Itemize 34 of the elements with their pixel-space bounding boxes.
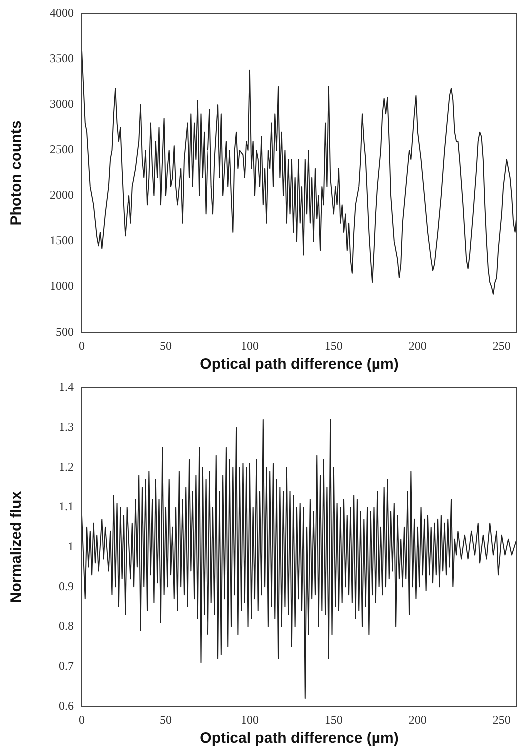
x-tick-label: 0: [79, 338, 85, 353]
y-tick-label: 0.9: [59, 579, 74, 594]
x-tick-label: 250: [492, 338, 511, 353]
y-tick-label: 3000: [50, 97, 74, 112]
y-axis-title: Normalized flux: [8, 490, 26, 604]
x-tick-label: 150: [324, 338, 343, 353]
y-tick-label: 1.3: [59, 420, 74, 434]
y-tick-label: 1: [68, 539, 74, 554]
x-tick-label: 50: [160, 338, 172, 353]
y-tick-label: 0.8: [59, 619, 74, 634]
x-tick-label: 0: [79, 712, 85, 727]
x-axis-title: Optical path difference (µm): [200, 356, 399, 374]
y-tick-label: 0.7: [59, 658, 74, 673]
x-tick-label: 200: [408, 338, 427, 353]
y-tick-label: 2000: [50, 188, 74, 202]
y-tick-label: 2500: [50, 142, 74, 157]
x-tick-label: 100: [240, 338, 259, 353]
y-tick-label: 500: [56, 324, 74, 339]
x-axis-title: Optical path difference (µm): [200, 730, 399, 748]
y-tick-label: 1.2: [59, 460, 74, 474]
y-tick-label: 1000: [50, 279, 74, 294]
y-axis-title: Photon counts: [8, 120, 26, 226]
x-tick-label: 250: [492, 712, 511, 727]
y-tick-label: 1.1: [59, 500, 74, 514]
line-series: [82, 419, 518, 700]
y-tick-label: 0.6: [59, 698, 74, 713]
y-tick-label: 4000: [50, 6, 74, 20]
x-tick-label: 200: [408, 712, 427, 727]
x-tick-label: 50: [160, 712, 172, 727]
x-tick-label: 100: [240, 712, 259, 727]
y-tick-label: 3500: [50, 52, 74, 66]
y-tick-label: 1500: [50, 234, 74, 248]
x-tick-label: 150: [324, 712, 343, 727]
y-tick-label: 1.4: [59, 380, 74, 394]
